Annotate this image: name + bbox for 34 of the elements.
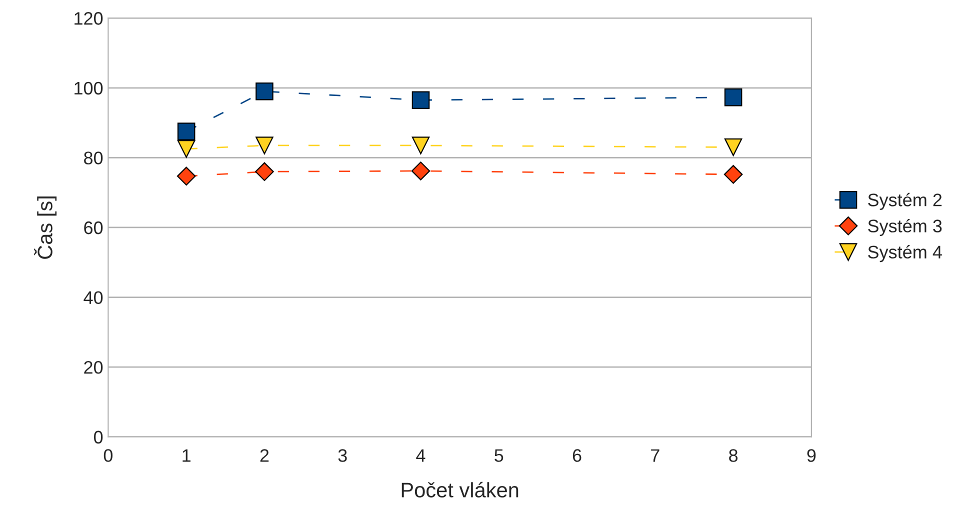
y-tick-label: 120 bbox=[74, 12, 103, 25]
point bbox=[724, 88, 742, 106]
x-tick-label: 7 bbox=[651, 449, 660, 462]
x-tick-label: 1 bbox=[182, 449, 190, 462]
x-tick-label: 5 bbox=[494, 449, 504, 462]
x-tick-label: 9 bbox=[807, 449, 816, 462]
x-tick-label: 4 bbox=[416, 449, 426, 462]
point bbox=[256, 82, 274, 100]
y-tick-label: 80 bbox=[84, 152, 103, 164]
x-tick-label: 6 bbox=[572, 449, 582, 462]
point bbox=[411, 162, 430, 180]
y-tick-label: 20 bbox=[84, 361, 103, 374]
x-axis-title: Počet vláken bbox=[402, 482, 518, 498]
point bbox=[412, 136, 430, 154]
point bbox=[177, 140, 196, 158]
legend-label: Systém 2 bbox=[868, 192, 942, 210]
y-tick-label: 100 bbox=[74, 82, 103, 95]
point bbox=[256, 136, 274, 154]
y-tick-label: 60 bbox=[84, 221, 103, 234]
point bbox=[176, 166, 196, 186]
point bbox=[177, 122, 196, 140]
y-tick-label: 0 bbox=[94, 430, 103, 444]
legend-label: Systém 4 bbox=[868, 245, 942, 262]
x-tick-label: 3 bbox=[338, 449, 347, 462]
point bbox=[724, 138, 742, 156]
point bbox=[412, 91, 430, 109]
legend-label: Systém 3 bbox=[868, 218, 942, 236]
x-tick-label: 0 bbox=[104, 449, 113, 462]
x-tick-label: 2 bbox=[260, 449, 269, 462]
point bbox=[724, 165, 743, 184]
x-tick-label: 8 bbox=[729, 449, 738, 462]
y-tick-label: 40 bbox=[84, 291, 103, 304]
point bbox=[255, 162, 274, 182]
y-axis-title: Čas [s] bbox=[34, 196, 57, 259]
